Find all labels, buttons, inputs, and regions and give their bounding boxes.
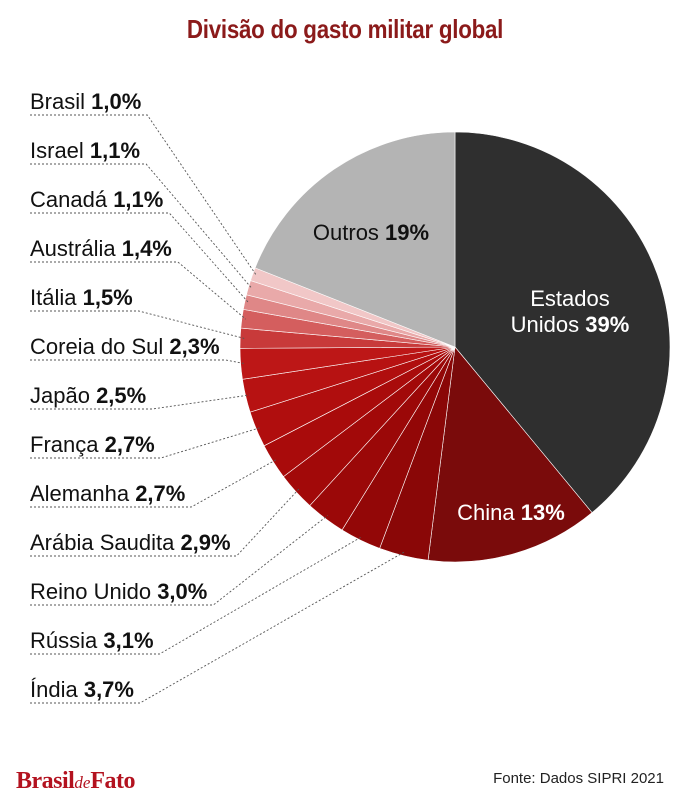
label-franca: França 2,7% bbox=[30, 432, 155, 457]
label-italia: Itália 1,5% bbox=[30, 285, 133, 310]
leader-coreia-do-sul bbox=[30, 359, 245, 365]
chart-title: Divisão do gasto militar global bbox=[186, 14, 504, 44]
label-canada: Canadá 1,1% bbox=[30, 187, 163, 212]
leader-alemanha bbox=[30, 459, 277, 508]
label-alemanha: Alemanha 2,7% bbox=[30, 481, 185, 506]
label-reino-unido: Reino Unido 3,0% bbox=[30, 579, 207, 604]
label-outros: Outros 19% bbox=[313, 220, 429, 245]
label-india: Índia 3,7% bbox=[30, 677, 134, 702]
logo-part-3: Fato bbox=[90, 768, 136, 794]
label-japao: Japão 2,5% bbox=[30, 383, 146, 408]
slice-estados-unidos bbox=[454, 131, 671, 514]
label-brasil: Brasil 1,0% bbox=[30, 89, 141, 114]
brand-logo: BrasildeFato bbox=[16, 766, 136, 796]
label-estados-unidos-line2: Unidos 39% bbox=[511, 312, 630, 337]
label-arabia-saudita: Arábia Saudita 2,9% bbox=[30, 530, 231, 555]
logo-part-2: de bbox=[74, 773, 91, 792]
pie-slices bbox=[239, 131, 671, 563]
leader-japao bbox=[30, 394, 250, 410]
label-australia: Austrália 1,4% bbox=[30, 236, 172, 261]
leader-lines bbox=[30, 114, 405, 704]
source-note: Fonte: Dados SIPRI 2021 bbox=[493, 770, 664, 787]
leader-australia bbox=[30, 261, 247, 320]
leader-brasil bbox=[30, 114, 257, 276]
slice-outros bbox=[254, 131, 456, 348]
slice-china bbox=[427, 346, 593, 563]
leader-arabia-saudita bbox=[30, 488, 300, 557]
leader-russia bbox=[30, 536, 363, 655]
label-estados-unidos-line1: Estados bbox=[530, 286, 610, 311]
label-coreia-do-sul: Coreia do Sul 2,3% bbox=[30, 334, 220, 359]
label-israel: Israel 1,1% bbox=[30, 138, 140, 163]
label-china: China 13% bbox=[457, 500, 565, 525]
logo-part-1: Brasil bbox=[16, 768, 75, 794]
leader-israel bbox=[30, 163, 253, 290]
leader-italia bbox=[30, 310, 245, 339]
leader-franca bbox=[30, 427, 261, 459]
label-russia: Rússia 3,1% bbox=[30, 628, 154, 653]
leader-india bbox=[30, 551, 405, 704]
leader-reino-unido bbox=[30, 514, 329, 606]
